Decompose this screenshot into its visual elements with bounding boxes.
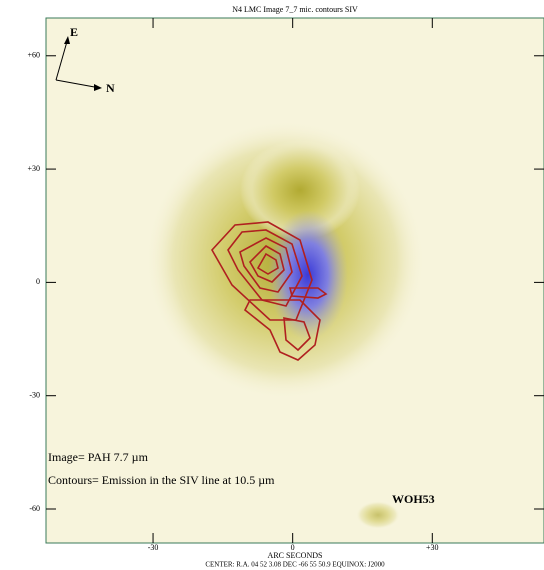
y-tick-label: +60 [27, 51, 40, 60]
compass-east: E [70, 25, 78, 39]
y-tick-label: -60 [29, 504, 40, 513]
source-label: WOH53 [392, 492, 435, 506]
x-tick-label: 0 [291, 543, 295, 552]
image [46, 18, 544, 543]
y-tick-label: +30 [27, 164, 40, 173]
figure: N4 LMC Image 7_7 mic. contours SIV ARC S… [0, 0, 544, 570]
x-axis-label: ARC SECONDS [268, 551, 323, 560]
compass-north: N [106, 81, 115, 95]
y-tick-label: -30 [29, 391, 40, 400]
image-note: Image= PAH 7.7 µm [48, 450, 149, 464]
y-tick-label: 0 [36, 277, 40, 286]
x-tick-label: +30 [426, 543, 439, 552]
center-note: CENTER: R.A. 04 52 3.08 DEC -66 55 50.9 … [205, 561, 385, 569]
x-tick-label: -30 [148, 543, 159, 552]
title: N4 LMC Image 7_7 mic. contours SIV [232, 5, 358, 14]
contours-note: Contours= Emission in the SIV line at 10… [48, 473, 275, 487]
